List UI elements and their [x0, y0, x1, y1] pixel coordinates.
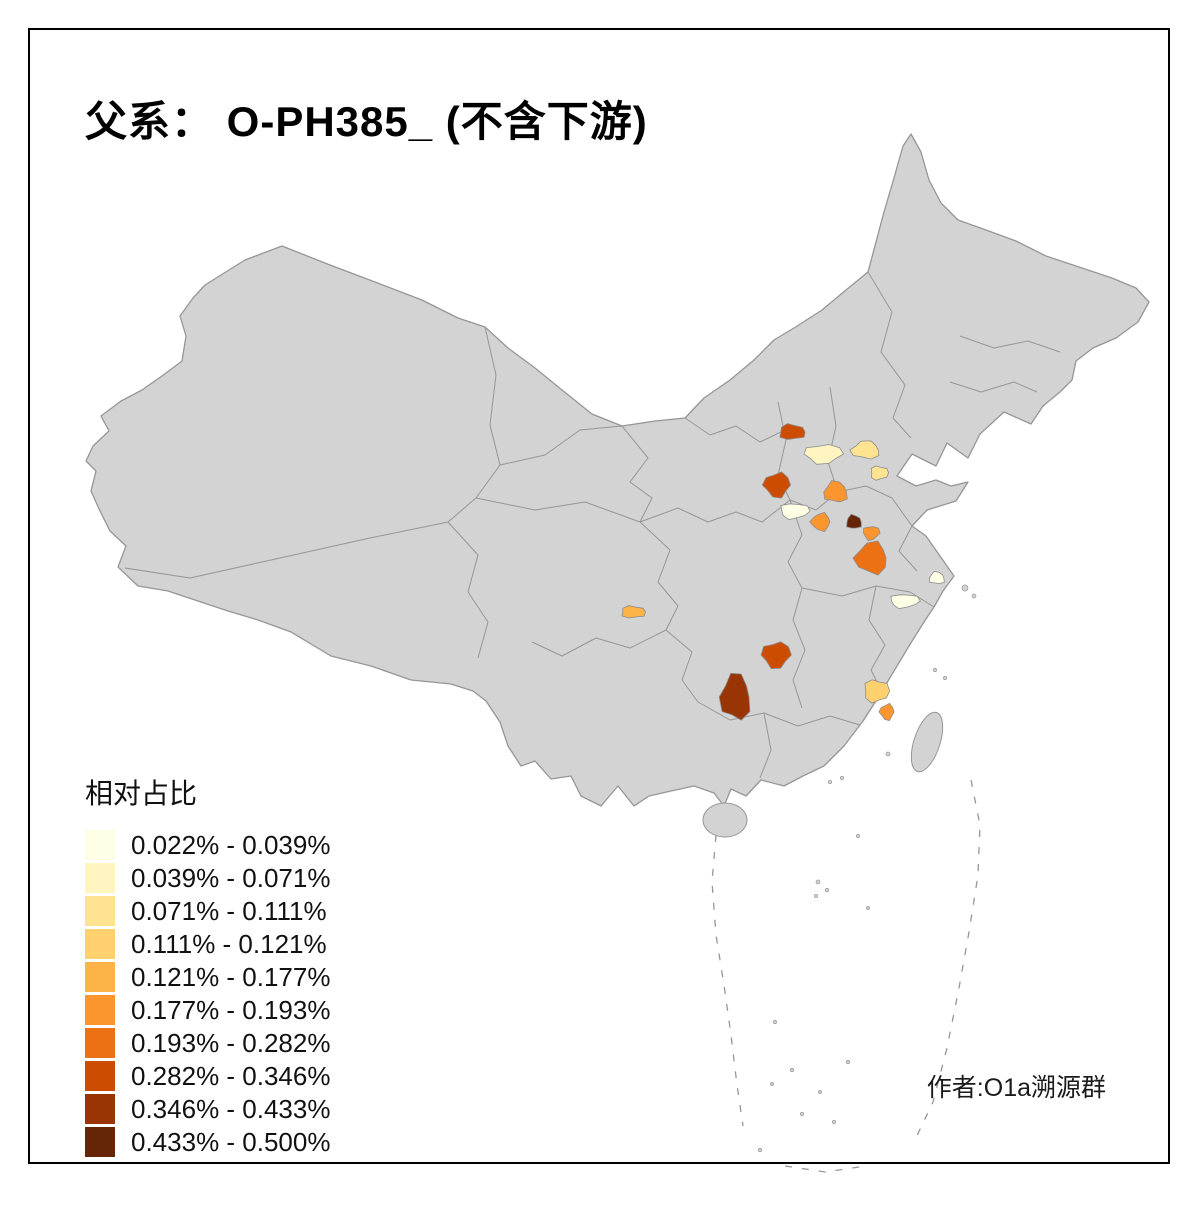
legend-label: 0.433% - 0.500% [131, 1126, 331, 1157]
legend-item: 0.039% - 0.071% [85, 861, 330, 894]
legend-swatch [85, 1126, 115, 1157]
legend-swatch [85, 961, 115, 992]
highlight-region [823, 480, 848, 503]
highlight-region [779, 423, 806, 440]
legend-item: 0.282% - 0.346% [85, 1059, 330, 1092]
highlight-region [890, 594, 921, 610]
legend-item: 0.193% - 0.282% [85, 1026, 330, 1059]
legend-label: 0.177% - 0.193% [131, 994, 331, 1025]
map-title: 父系： O-PH385_ (不含下游) [85, 98, 648, 145]
highlight-region [621, 605, 646, 619]
china-map [85, 133, 1150, 1173]
hainan-island [702, 802, 748, 838]
highlighted-regions [621, 423, 945, 721]
highlight-region [863, 526, 881, 542]
taiwan-island [910, 711, 944, 773]
legend-swatch [85, 895, 115, 926]
legend-swatch [85, 994, 115, 1025]
legend-label: 0.282% - 0.346% [131, 1060, 331, 1091]
highlight-region [780, 503, 811, 521]
author-credit: 作者:O1a溯源群 [926, 1074, 1106, 1102]
legend-swatch [85, 1027, 115, 1058]
legend-label: 0.346% - 0.433% [131, 1093, 331, 1124]
legend-swatch [85, 1060, 115, 1091]
highlight-region [928, 570, 945, 585]
legend-item: 0.111% - 0.121% [85, 927, 330, 960]
legend-item: 0.346% - 0.433% [85, 1092, 330, 1125]
legend-swatch [85, 1093, 115, 1124]
legend-item: 0.177% - 0.193% [85, 993, 330, 1026]
highlight-region [870, 465, 890, 481]
highlight-region [852, 540, 887, 576]
legend-title: 相对占比 [85, 778, 198, 809]
legend-label: 0.111% - 0.121% [131, 928, 327, 959]
legend-label: 0.022% - 0.039% [131, 829, 331, 860]
highlight-region [878, 702, 895, 721]
legend-item: 0.433% - 0.500% [85, 1125, 330, 1158]
legend-item: 0.121% - 0.177% [85, 960, 330, 993]
legend-label: 0.193% - 0.282% [131, 1027, 331, 1058]
highlight-region [760, 641, 792, 670]
sea-boundary-dashed [711, 779, 981, 1173]
legend-swatch [85, 829, 115, 860]
legend-item: 0.022% - 0.039% [85, 828, 330, 861]
small-islands [758, 584, 977, 1152]
highlight-region [761, 471, 792, 499]
legend: 相对占比 0.022% - 0.039% 0.039% - 0.071% 0.071… [85, 772, 330, 1158]
legend-item: 0.071% - 0.111% [85, 894, 330, 927]
legend-swatch [85, 862, 115, 893]
province-borders [124, 271, 1061, 779]
highlight-region [809, 511, 831, 533]
highlight-region [864, 679, 891, 704]
legend-label: 0.121% - 0.177% [131, 961, 331, 992]
highlight-region [849, 440, 880, 460]
legend-swatch [85, 928, 115, 959]
mainland-outline [85, 133, 1150, 807]
map-frame: 父系： O-PH385_ (不含下游) 相对占比 0.022% - 0.039%… [28, 28, 1170, 1173]
highlight-region [718, 672, 751, 721]
legend-label: 0.039% - 0.071% [131, 862, 331, 893]
highlight-region [803, 444, 845, 465]
highlight-region [846, 513, 862, 529]
legend-label: 0.071% - 0.111% [131, 895, 327, 926]
legend-items: 0.022% - 0.039% 0.039% - 0.071% 0.071% - 0… [85, 828, 330, 1158]
